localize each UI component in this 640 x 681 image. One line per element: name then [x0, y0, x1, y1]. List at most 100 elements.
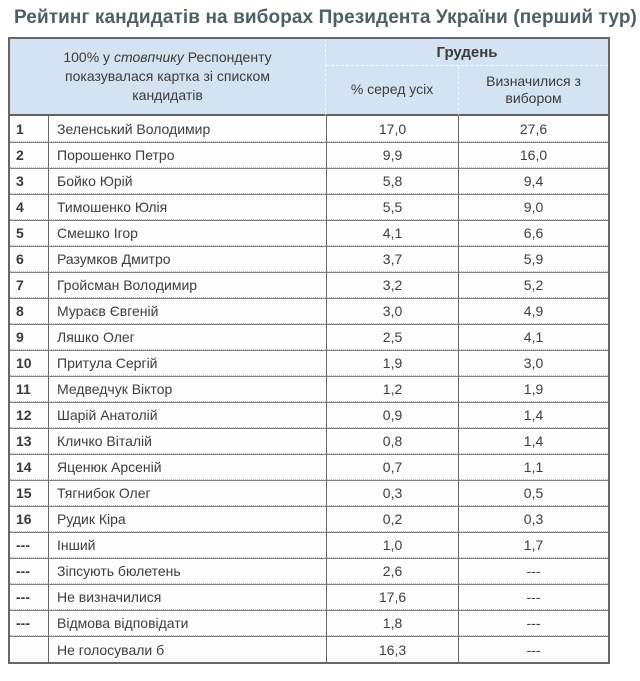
candidate-name-cell: Не голосували б [48, 636, 327, 662]
header-col-decided: Визначилися з вибором [458, 66, 609, 116]
pct-all-cell: 3,2 [326, 272, 459, 298]
rank-cell: 9 [10, 324, 48, 350]
pct-all-cell: 0,9 [326, 402, 459, 428]
pct-decided-cell: 0,3 [458, 506, 609, 532]
pct-all-cell: 9,9 [326, 142, 459, 168]
rank-cell: --- [10, 610, 48, 636]
rank-cell: 7 [10, 272, 48, 298]
table-row: 15 Тягнибок Олег 0,3 0,5 [10, 480, 609, 506]
candidate-name-cell: Гройсман Володимир [48, 272, 327, 298]
table-row: 1 Зеленський Володимир 17,0 27,6 [10, 116, 609, 142]
pct-all-cell: 0,7 [326, 454, 459, 480]
table-row: 2 Порошенко Петро 9,9 16,0 [10, 142, 609, 168]
table-row: 4 Тимошенко Юлія 5,5 9,0 [10, 194, 609, 220]
table-row: --- Відмова відповідати 1,8 --- [10, 610, 609, 636]
candidate-name-cell: Шарій Анатолій [48, 402, 327, 428]
pct-decided-cell: 1,9 [458, 376, 609, 402]
pct-all-cell: 1,0 [326, 532, 459, 558]
table-row: 9 Ляшко Олег 2,5 4,1 [10, 324, 609, 350]
pct-decided-cell: 9,0 [458, 194, 609, 220]
table-row: 6 Разумков Дмитро 3,7 5,9 [10, 246, 609, 272]
candidate-name-cell: Зеленський Володимир [48, 116, 327, 142]
pct-decided-cell: 1,1 [458, 454, 609, 480]
pct-decided-cell: 27,6 [458, 116, 609, 142]
pct-decided-cell: --- [458, 610, 609, 636]
candidate-name-cell: Бойко Юрій [48, 168, 327, 194]
candidate-name-cell: Яценюк Арсеній [48, 454, 327, 480]
pct-decided-cell: 5,2 [458, 272, 609, 298]
pct-decided-cell: --- [458, 584, 609, 610]
pct-decided-cell: 4,1 [458, 324, 609, 350]
table-row: 12 Шарій Анатолій 0,9 1,4 [10, 402, 609, 428]
rank-cell: 3 [10, 168, 48, 194]
table-row: 13 Кличко Віталій 0,8 1,4 [10, 428, 609, 454]
rank-cell: 2 [10, 142, 48, 168]
pct-decided-cell: 9,4 [458, 168, 609, 194]
poll-table-container: 100% у стовпчику Респонденту показувалас… [8, 37, 611, 664]
candidate-name-cell: Інший [48, 532, 327, 558]
table-header: 100% у стовпчику Респонденту показувалас… [10, 39, 609, 116]
table-row: 3 Бойко Юрій 5,8 9,4 [10, 168, 609, 194]
rank-cell: --- [10, 558, 48, 584]
candidate-name-cell: Притула Сергій [48, 350, 327, 376]
table-row: 8 Мураєв Євгеній 3,0 4,9 [10, 298, 609, 324]
rank-cell: --- [10, 584, 48, 610]
header-note-suffix: Респонденту показувалася картка зі списк… [65, 49, 272, 103]
rank-cell: 15 [10, 480, 48, 506]
table-row: 7 Гройсман Володимир 3,2 5,2 [10, 272, 609, 298]
candidate-name-cell: Разумков Дмитро [48, 246, 327, 272]
pct-all-cell: 1,2 [326, 376, 459, 402]
rank-cell: --- [10, 532, 48, 558]
page-title: Рейтинг кандидатів на виборах Президента… [14, 7, 637, 28]
table-row: 14 Яценюк Арсеній 0,7 1,1 [10, 454, 609, 480]
candidate-name-cell: Зіпсують бюлетень [48, 558, 327, 584]
table-row: 11 Медведчук Віктор 1,2 1,9 [10, 376, 609, 402]
pct-all-cell: 4,1 [326, 220, 459, 246]
pct-all-cell: 1,8 [326, 610, 459, 636]
header-month-cell: Грудень [326, 39, 609, 66]
pct-all-cell: 0,8 [326, 428, 459, 454]
header-note-italic: стовпчику [113, 49, 184, 66]
table-row: 16 Рудик Кіра 0,2 0,3 [10, 506, 609, 532]
rank-cell: 8 [10, 298, 48, 324]
pct-decided-cell: --- [458, 558, 609, 584]
pct-all-cell: 3,0 [326, 298, 459, 324]
rank-cell: 10 [10, 350, 48, 376]
rank-cell: 13 [10, 428, 48, 454]
table-row: --- Не визначилися 17,6 --- [10, 584, 609, 610]
pct-decided-cell: 4,9 [458, 298, 609, 324]
pct-all-cell: 0,3 [326, 480, 459, 506]
pct-decided-cell: 6,6 [458, 220, 609, 246]
header-note-prefix: 100% у [63, 49, 114, 66]
header-note-cell: 100% у стовпчику Респонденту показувалас… [10, 39, 327, 116]
pct-all-cell: 3,7 [326, 246, 459, 272]
pct-decided-cell: 3,0 [458, 350, 609, 376]
pct-decided-cell: 5,9 [458, 246, 609, 272]
candidate-name-cell: Порошенко Петро [48, 142, 327, 168]
pct-all-cell: 1,9 [326, 350, 459, 376]
pct-all-cell: 5,5 [326, 194, 459, 220]
candidate-name-cell: Не визначилися [48, 584, 327, 610]
poll-results-table: 100% у стовпчику Респонденту показувалас… [8, 37, 611, 664]
candidate-name-cell: Ляшко Олег [48, 324, 327, 350]
rank-cell: 12 [10, 402, 48, 428]
pct-all-cell: 16,3 [326, 636, 459, 662]
pct-all-cell: 17,6 [326, 584, 459, 610]
pct-decided-cell: --- [458, 636, 609, 662]
pct-decided-cell: 1,4 [458, 402, 609, 428]
candidate-name-cell: Мураєв Євгеній [48, 298, 327, 324]
table-row: --- Інший 1,0 1,7 [10, 532, 609, 558]
pct-all-cell: 0,2 [326, 506, 459, 532]
pct-all-cell: 5,8 [326, 168, 459, 194]
rank-cell: 5 [10, 220, 48, 246]
rank-cell: 4 [10, 194, 48, 220]
rank-cell: 16 [10, 506, 48, 532]
candidate-name-cell: Смешко Ігор [48, 220, 327, 246]
table-row: 5 Смешко Ігор 4,1 6,6 [10, 220, 609, 246]
rank-cell: 11 [10, 376, 48, 402]
table-row: 10 Притула Сергій 1,9 3,0 [10, 350, 609, 376]
pct-all-cell: 17,0 [326, 116, 459, 142]
candidate-name-cell: Тимошенко Юлія [48, 194, 327, 220]
candidate-name-cell: Відмова відповідати [48, 610, 327, 636]
candidate-name-cell: Тягнибок Олег [48, 480, 327, 506]
